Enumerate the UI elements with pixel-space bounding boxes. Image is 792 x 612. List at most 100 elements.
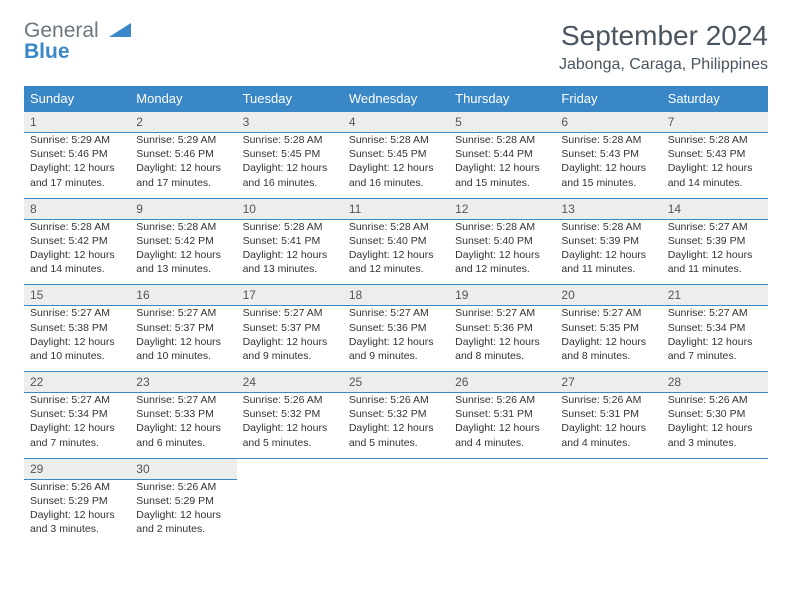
day-header-row: SundayMondayTuesdayWednesdayThursdayFrid… [24,86,768,112]
day-number-cell: 25 [343,372,449,393]
day-number-cell: 26 [449,372,555,393]
day-details: Sunrise: 5:29 AMSunset: 5:46 PMDaylight:… [136,133,230,190]
day-details: Sunrise: 5:26 AMSunset: 5:29 PMDaylight:… [136,480,230,537]
day-details: Sunrise: 5:26 AMSunset: 5:31 PMDaylight:… [455,393,549,450]
location: Jabonga, Caraga, Philippines [559,56,768,74]
day-details: Sunrise: 5:27 AMSunset: 5:38 PMDaylight:… [30,306,124,363]
day-body-cell [662,479,768,544]
day-body-cell: Sunrise: 5:28 AMSunset: 5:44 PMDaylight:… [449,133,555,199]
day-number-cell [449,458,555,479]
day-body-cell: Sunrise: 5:27 AMSunset: 5:37 PMDaylight:… [130,306,236,372]
day-body-cell: Sunrise: 5:27 AMSunset: 5:35 PMDaylight:… [555,306,661,372]
day-number-row: 15161718192021 [24,285,768,306]
day-details: Sunrise: 5:26 AMSunset: 5:32 PMDaylight:… [243,393,337,450]
day-body-cell: Sunrise: 5:27 AMSunset: 5:38 PMDaylight:… [24,306,130,372]
day-number-cell: 19 [449,285,555,306]
day-number-cell: 3 [237,112,343,133]
day-number-cell [662,458,768,479]
day-header-cell: Friday [555,86,661,112]
day-number-row: 891011121314 [24,198,768,219]
logo-triangle-icon [109,20,131,41]
day-number-cell: 28 [662,372,768,393]
day-body-cell [237,479,343,544]
day-details: Sunrise: 5:28 AMSunset: 5:45 PMDaylight:… [243,133,337,190]
logo-text: General Blue [24,20,131,62]
day-number-cell: 2 [130,112,236,133]
day-number-cell: 21 [662,285,768,306]
day-header-cell: Tuesday [237,86,343,112]
day-details: Sunrise: 5:28 AMSunset: 5:43 PMDaylight:… [561,133,655,190]
day-body-cell: Sunrise: 5:27 AMSunset: 5:39 PMDaylight:… [662,219,768,285]
day-body-cell: Sunrise: 5:27 AMSunset: 5:33 PMDaylight:… [130,393,236,459]
day-body-cell: Sunrise: 5:29 AMSunset: 5:46 PMDaylight:… [24,133,130,199]
day-body-cell: Sunrise: 5:28 AMSunset: 5:42 PMDaylight:… [24,219,130,285]
day-number-cell: 23 [130,372,236,393]
day-body-cell: Sunrise: 5:27 AMSunset: 5:37 PMDaylight:… [237,306,343,372]
calendar-table: SundayMondayTuesdayWednesdayThursdayFrid… [24,86,768,544]
logo-part1: General [24,19,99,42]
day-details: Sunrise: 5:28 AMSunset: 5:41 PMDaylight:… [243,220,337,277]
day-details: Sunrise: 5:27 AMSunset: 5:34 PMDaylight:… [30,393,124,450]
day-body-cell: Sunrise: 5:27 AMSunset: 5:36 PMDaylight:… [343,306,449,372]
day-header-cell: Monday [130,86,236,112]
day-details: Sunrise: 5:29 AMSunset: 5:46 PMDaylight:… [30,133,124,190]
day-body-cell: Sunrise: 5:28 AMSunset: 5:45 PMDaylight:… [237,133,343,199]
day-number-cell: 7 [662,112,768,133]
day-number-row: 1234567 [24,112,768,133]
day-body-cell: Sunrise: 5:26 AMSunset: 5:31 PMDaylight:… [555,393,661,459]
day-details: Sunrise: 5:28 AMSunset: 5:45 PMDaylight:… [349,133,443,190]
day-details: Sunrise: 5:26 AMSunset: 5:30 PMDaylight:… [668,393,762,450]
day-details: Sunrise: 5:28 AMSunset: 5:43 PMDaylight:… [668,133,762,190]
day-number-cell: 24 [237,372,343,393]
day-number-cell: 12 [449,198,555,219]
day-header-cell: Sunday [24,86,130,112]
title-block: September 2024 Jabonga, Caraga, Philippi… [559,20,768,74]
day-details: Sunrise: 5:26 AMSunset: 5:31 PMDaylight:… [561,393,655,450]
day-body-cell: Sunrise: 5:28 AMSunset: 5:41 PMDaylight:… [237,219,343,285]
day-body-cell: Sunrise: 5:27 AMSunset: 5:36 PMDaylight:… [449,306,555,372]
day-number-cell: 27 [555,372,661,393]
day-header-cell: Wednesday [343,86,449,112]
week-row: Sunrise: 5:29 AMSunset: 5:46 PMDaylight:… [24,133,768,199]
day-number-cell [555,458,661,479]
day-body-cell: Sunrise: 5:26 AMSunset: 5:29 PMDaylight:… [130,479,236,544]
day-number-cell: 15 [24,285,130,306]
day-details: Sunrise: 5:26 AMSunset: 5:32 PMDaylight:… [349,393,443,450]
day-body-cell: Sunrise: 5:26 AMSunset: 5:30 PMDaylight:… [662,393,768,459]
day-body-cell: Sunrise: 5:26 AMSunset: 5:29 PMDaylight:… [24,479,130,544]
day-number-cell: 30 [130,458,236,479]
day-number-cell: 10 [237,198,343,219]
day-body-cell: Sunrise: 5:26 AMSunset: 5:32 PMDaylight:… [237,393,343,459]
day-body-cell: Sunrise: 5:27 AMSunset: 5:34 PMDaylight:… [662,306,768,372]
day-body-cell [555,479,661,544]
day-details: Sunrise: 5:27 AMSunset: 5:34 PMDaylight:… [668,306,762,363]
day-number-row: 2930 [24,458,768,479]
day-number-cell: 17 [237,285,343,306]
day-body-cell: Sunrise: 5:28 AMSunset: 5:40 PMDaylight:… [343,219,449,285]
day-body-cell: Sunrise: 5:26 AMSunset: 5:31 PMDaylight:… [449,393,555,459]
day-number-cell: 20 [555,285,661,306]
day-number-cell: 1 [24,112,130,133]
day-details: Sunrise: 5:26 AMSunset: 5:29 PMDaylight:… [30,480,124,537]
day-number-cell [237,458,343,479]
day-number-cell: 22 [24,372,130,393]
day-number-cell: 14 [662,198,768,219]
day-details: Sunrise: 5:28 AMSunset: 5:44 PMDaylight:… [455,133,549,190]
day-number-cell: 16 [130,285,236,306]
day-number-cell: 8 [24,198,130,219]
day-body-cell: Sunrise: 5:28 AMSunset: 5:39 PMDaylight:… [555,219,661,285]
day-body-cell: Sunrise: 5:26 AMSunset: 5:32 PMDaylight:… [343,393,449,459]
day-details: Sunrise: 5:28 AMSunset: 5:40 PMDaylight:… [349,220,443,277]
logo-part2: Blue [24,40,70,63]
day-number-cell: 9 [130,198,236,219]
day-details: Sunrise: 5:28 AMSunset: 5:42 PMDaylight:… [136,220,230,277]
day-details: Sunrise: 5:28 AMSunset: 5:39 PMDaylight:… [561,220,655,277]
logo: General Blue [24,20,131,62]
day-body-cell: Sunrise: 5:28 AMSunset: 5:43 PMDaylight:… [662,133,768,199]
day-details: Sunrise: 5:27 AMSunset: 5:37 PMDaylight:… [243,306,337,363]
day-details: Sunrise: 5:27 AMSunset: 5:36 PMDaylight:… [349,306,443,363]
day-number-cell: 11 [343,198,449,219]
day-number-cell: 6 [555,112,661,133]
day-number-cell [343,458,449,479]
day-header-cell: Saturday [662,86,768,112]
